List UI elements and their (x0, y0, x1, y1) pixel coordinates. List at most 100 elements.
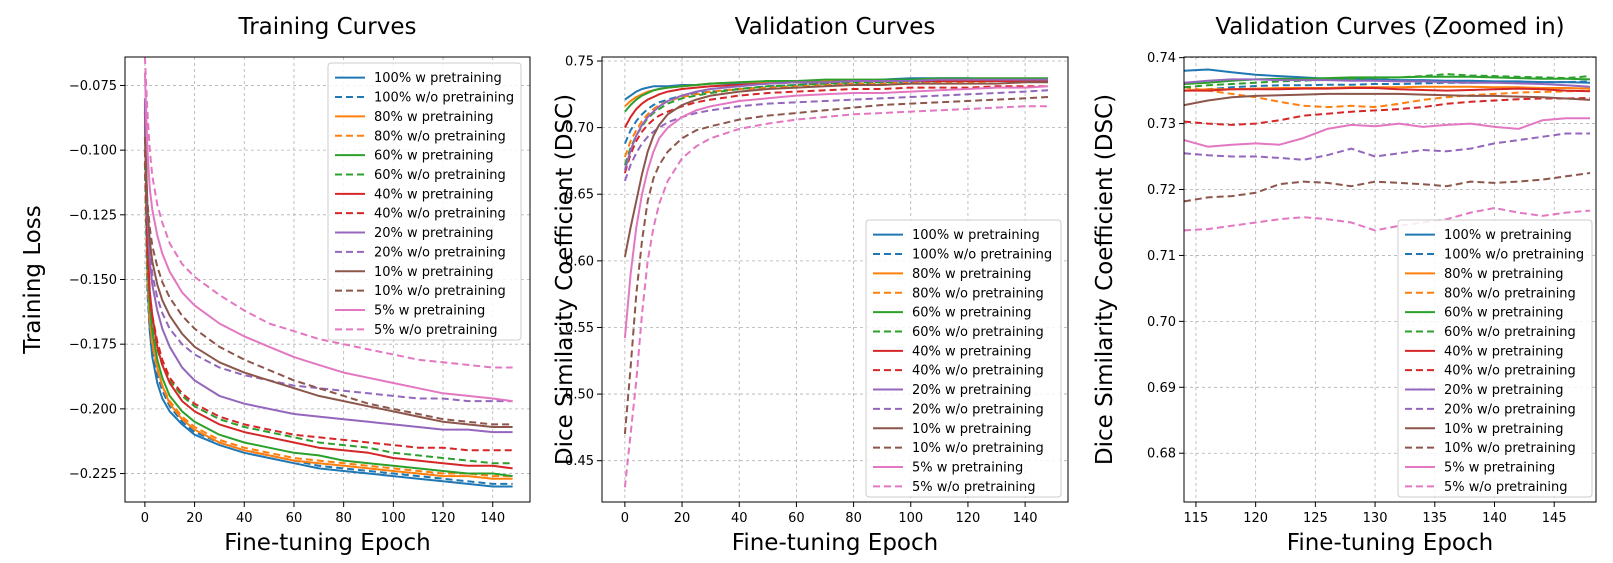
y-tick-label: 0.50 (565, 388, 594, 403)
y-tick-label: 0.74 (1147, 51, 1176, 66)
x-tick-label: 120 (431, 511, 456, 526)
series-line (1184, 172, 1591, 203)
y-tick-label: 0.70 (565, 121, 594, 136)
series-line (143, 72, 513, 403)
x-tick-label: 0 (141, 511, 149, 526)
y-axis-label: Dice Similarity Coefficient (DSC) (552, 94, 578, 465)
legend: 100% w pretraining 100% w/o pretraining 80… (327, 62, 522, 341)
legend-label: 60% w pretraining (1444, 306, 1563, 321)
series-group (1184, 68, 1591, 232)
y-tick-label: 0.71 (1147, 249, 1176, 264)
series-line (623, 80, 1048, 158)
legend-box (865, 219, 1062, 498)
legend-label: 80% w pretraining (374, 110, 493, 125)
legend-label: 5% w/o pretraining (374, 323, 498, 338)
chart-panel-3: 115 120 125 130 135 140 145 0.68 0.69 0.70 0.71 0.7… (1092, 14, 1597, 556)
x-tick-label: 120 (956, 511, 981, 526)
series-line (1184, 68, 1591, 84)
x-tick-label: 140 (1013, 511, 1038, 526)
legend-label: 80% w pretraining (1444, 267, 1563, 282)
chart-title: Training Curves (238, 14, 417, 40)
series-line (143, 103, 513, 488)
series-line (623, 96, 1049, 435)
x-tick-label: 0 (621, 511, 629, 526)
series-line (1184, 207, 1591, 232)
legend-label: 5% w pretraining (374, 303, 485, 318)
series-line (623, 85, 1048, 174)
x-tick-label: 125 (1303, 511, 1328, 526)
x-tick-label: 140 (1482, 511, 1507, 526)
y-tick-label: 0.68 (1147, 447, 1176, 462)
x-tick-label: 100 (898, 511, 923, 526)
series-line (623, 78, 1048, 171)
x-tick-label: 60 (286, 511, 303, 526)
series-line (1184, 73, 1591, 89)
series-line (1184, 96, 1591, 126)
legend-label: 5% w/o pretraining (1444, 480, 1568, 495)
series-line (143, 137, 513, 428)
chart-panel-2: 0 20 40 60 80 100 120 140 0.45 0.50 0.55 0.60 0.65 0.… (552, 14, 1069, 556)
legend-box (327, 62, 522, 341)
series-line (143, 137, 513, 403)
series-line (143, 124, 513, 478)
legend: 100% w pretraining 100% w/o pretraining 80… (1397, 219, 1593, 498)
y-tick-label: 0.72 (1147, 183, 1176, 198)
legend-label: 20% w pretraining (374, 226, 493, 241)
y-tick-label: −0.200 (69, 402, 117, 417)
legend-label: 20% w pretraining (912, 383, 1031, 398)
series-line (1184, 87, 1591, 93)
series-line (624, 80, 1048, 129)
legend-label: 40% w pretraining (1444, 344, 1563, 359)
legend-label: 20% w/o pretraining (374, 245, 506, 260)
series-line (624, 77, 1048, 113)
legend-label: 5% w pretraining (1444, 460, 1555, 475)
legend-label: 80% w/o pretraining (912, 286, 1044, 301)
series-line (1184, 80, 1591, 92)
legend-label: 40% w/o pretraining (912, 364, 1044, 379)
y-tick-label: −0.100 (69, 144, 117, 159)
y-tick-label: 0.45 (565, 454, 594, 469)
legend-label: 40% w pretraining (912, 344, 1031, 359)
x-axis-label: Fine-tuning Epoch (1287, 530, 1493, 556)
series-line (1184, 78, 1591, 88)
series-line (143, 98, 513, 434)
y-axis-label: Dice Similarity Coefficient (DSC) (1092, 94, 1118, 465)
series-line (143, 57, 513, 369)
x-tick-label: 20 (674, 511, 691, 526)
y-tick-label: −0.175 (69, 338, 117, 353)
legend-label: 20% w/o pretraining (912, 402, 1044, 417)
chart-panel-1: 0 20 40 60 80 100 120 140 −0.075 −0.100 −0.125 −0.1… (20, 14, 531, 556)
y-axis-label: Training Loss (20, 205, 46, 355)
legend-label: 60% w/o pretraining (374, 168, 506, 183)
x-tick-label: 40 (236, 511, 253, 526)
legend-label: 40% w/o pretraining (374, 207, 506, 222)
x-tick-label: 80 (845, 511, 862, 526)
y-tick-label: 0.69 (1147, 381, 1176, 396)
legend-label: 10% w pretraining (1444, 422, 1563, 437)
legend-label: 60% w pretraining (912, 306, 1031, 321)
x-tick-label: 130 (1363, 511, 1388, 526)
legend-label: 100% w/o pretraining (374, 91, 514, 106)
series-line (143, 150, 513, 452)
y-tick-label: 0.60 (565, 254, 594, 269)
y-tick-label: −0.150 (69, 273, 117, 288)
legend-label: 40% w pretraining (374, 187, 493, 202)
legend-label: 60% w/o pretraining (1444, 325, 1576, 340)
legend-label: 100% w pretraining (1444, 228, 1572, 243)
x-tick-label: 140 (480, 511, 505, 526)
legend-label: 60% w pretraining (374, 149, 493, 164)
legend-label: 40% w/o pretraining (1444, 364, 1576, 379)
legend-label: 100% w pretraining (912, 228, 1040, 243)
series-line (143, 163, 513, 465)
y-tick-label: 0.73 (1147, 117, 1176, 132)
legend-label: 10% w/o pretraining (1444, 441, 1576, 456)
series-line (1184, 132, 1590, 161)
x-axis-label: Fine-tuning Epoch (224, 530, 430, 556)
legend-label: 60% w/o pretraining (912, 325, 1044, 340)
legend-label: 100% w/o pretraining (912, 248, 1052, 263)
legend-label: 10% w pretraining (912, 422, 1031, 437)
legend-label: 5% w/o pretraining (912, 480, 1036, 495)
series-line (1184, 92, 1591, 107)
legend-label: 20% w/o pretraining (1444, 402, 1576, 417)
